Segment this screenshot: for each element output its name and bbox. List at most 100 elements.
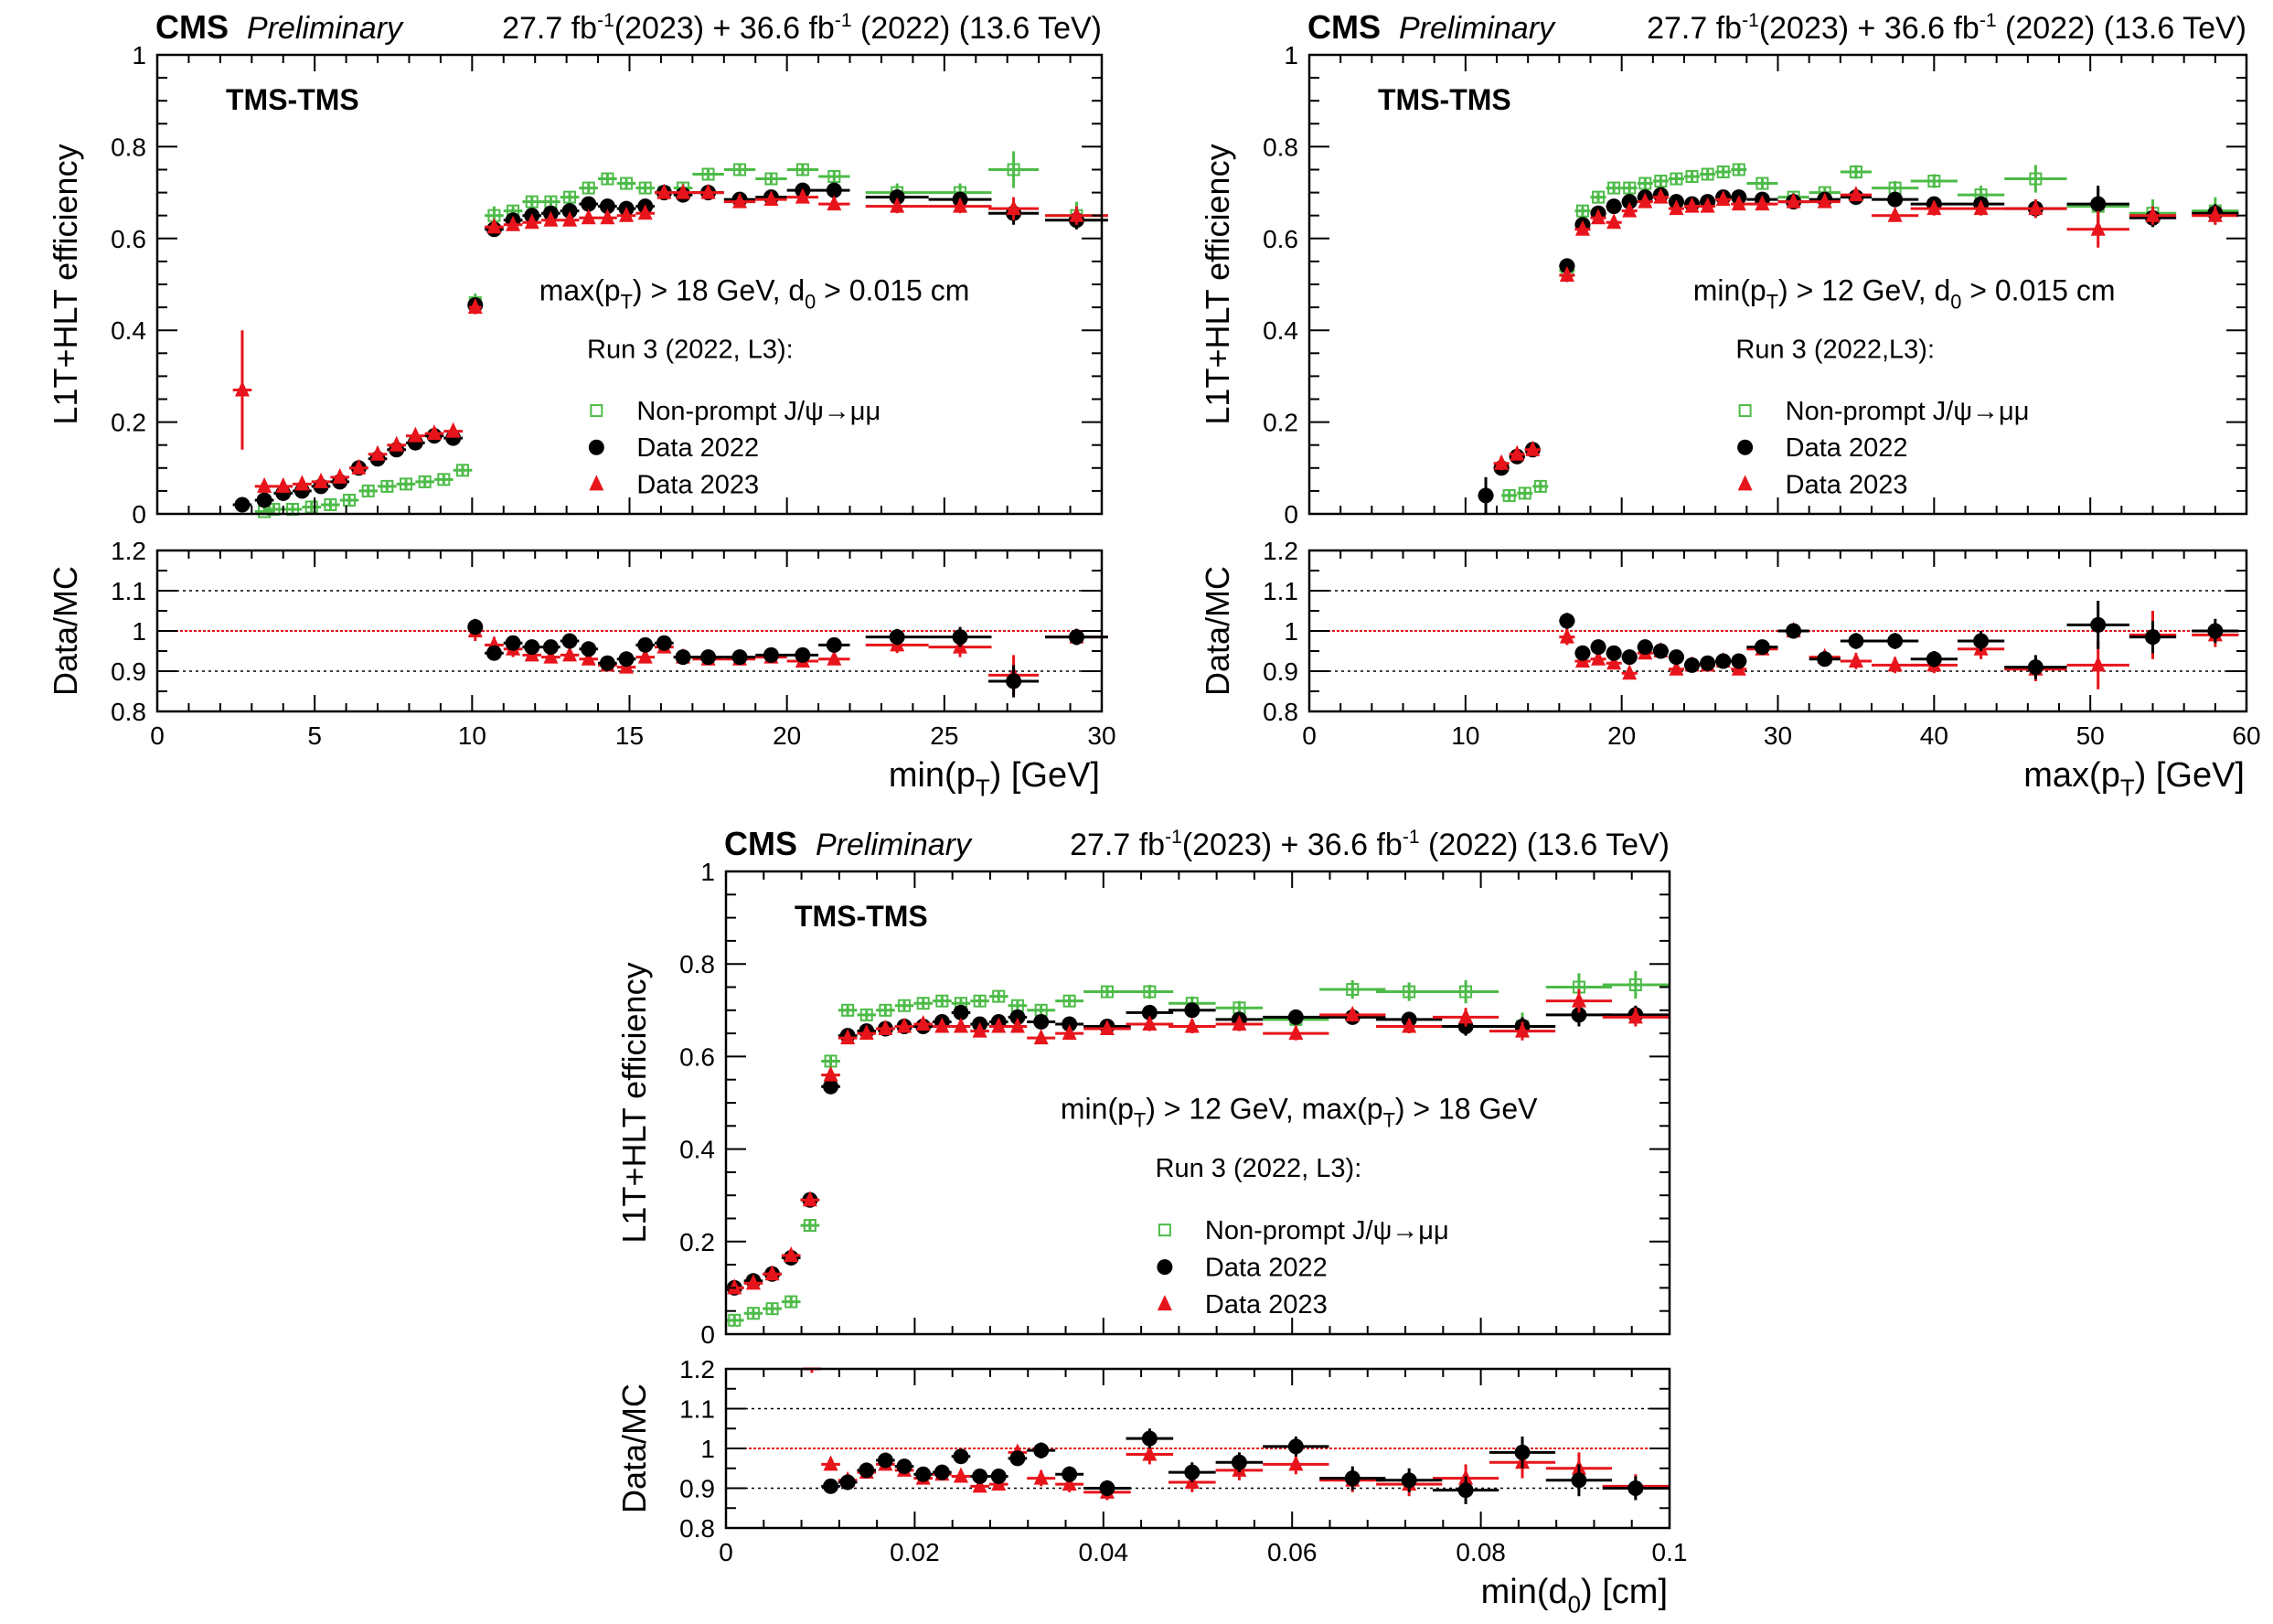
- preliminary-label: Preliminary: [1399, 11, 1556, 46]
- data2023-series-point: [1142, 1014, 1158, 1031]
- mc-series-point: [324, 497, 337, 511]
- ratio2022-series-point: [953, 1448, 969, 1465]
- mc-series-point: [1623, 181, 1637, 195]
- data2023-series-point: [389, 435, 404, 452]
- data2023-series-point: [1006, 199, 1021, 216]
- mc-series-point: [1143, 985, 1157, 999]
- legend-data2022-marker: [1157, 1259, 1173, 1276]
- data2023-series-point: [802, 1191, 817, 1207]
- data2023-series-point: [1700, 197, 1715, 213]
- data2023-series-point: [763, 190, 779, 207]
- mc-series-point: [638, 181, 652, 195]
- ratio2022-series-point: [1786, 623, 1802, 639]
- x-tick-label: 50: [2076, 721, 2105, 750]
- data2022-series-point: [1062, 1016, 1078, 1032]
- ratio2023-series-point: [1887, 656, 1903, 672]
- mc-series-point: [879, 1003, 892, 1017]
- ratio2022-series-point: [889, 629, 905, 646]
- mc-series-point: [973, 994, 987, 1008]
- data2023-series-point: [859, 1024, 874, 1041]
- data2023-series-point: [1559, 265, 1574, 282]
- ratio2022-series-point: [656, 635, 672, 651]
- data2022-series-point: [2090, 196, 2107, 212]
- mc-series-point: [784, 1295, 798, 1309]
- data2023-series-point: [332, 467, 347, 484]
- ratio2022-series-point: [1514, 1444, 1531, 1460]
- mc-series-point: [764, 172, 778, 186]
- x-tick-label: 40: [1920, 721, 1948, 750]
- data2023-series-point: [524, 213, 539, 230]
- ratio2022-series-point: [763, 646, 779, 663]
- chart-panel-3: CMS Preliminary 27.7 fb-1(2023) + 36.6 fb-…: [615, 825, 1687, 1619]
- chart-panel-2: CMS Preliminary 27.7 fb-1(2023) + 36.6 fb-…: [1199, 8, 2261, 802]
- data2023-series-point: [1755, 195, 1770, 211]
- ratio2022-series-point: [561, 633, 578, 649]
- mc-series-point: [1628, 978, 1642, 991]
- ratio2023-series-point: [637, 647, 653, 664]
- ratio2022-series-point: [915, 1466, 932, 1482]
- mc-series-point: [1716, 166, 1730, 179]
- ratio-y-tick-label: 1.2: [1263, 537, 1298, 565]
- ratio2022-series-point: [1099, 1480, 1115, 1496]
- x-tick-label: 60: [2232, 721, 2260, 750]
- x-axis-label: min(pT) [GeV]: [889, 756, 1100, 802]
- chart-panel-1: CMS Preliminary 27.7 fb-1(2023) + 36.6 fb-…: [47, 8, 1116, 802]
- data2023-series-point: [257, 476, 272, 493]
- data2023-series-point: [506, 215, 521, 231]
- x-tick-label: 15: [615, 721, 644, 750]
- ratio2022-series-point: [934, 1464, 950, 1480]
- x-tick-label: 5: [307, 721, 322, 750]
- ratio-y-tick-label: 1: [1284, 617, 1298, 646]
- data2023-series-point: [972, 1021, 987, 1038]
- mc-series-point: [765, 1302, 779, 1316]
- data2023-series-point: [764, 1265, 780, 1281]
- data2023-series-point: [934, 1017, 950, 1033]
- ratio2023-series-point: [581, 649, 596, 666]
- ratio2022-series-point: [1231, 1454, 1247, 1470]
- data2023-series-point: [445, 422, 461, 438]
- ratio-pad: 0.8 0.9 1 1.1 1.2 0 10 20 30 40 50 60 Data/MC max(pT)…: [1199, 537, 2261, 802]
- ratio2022-series-point: [618, 651, 635, 668]
- ratio2023-series-point: [1142, 1445, 1158, 1461]
- data2023-series-point: [1606, 213, 1622, 230]
- x-axis-label: max(pT) [GeV]: [2023, 756, 2245, 802]
- legend-data2022-marker: [588, 439, 604, 455]
- data2023-series-point: [1627, 1008, 1643, 1024]
- data2023-series-point: [2207, 206, 2223, 222]
- ratio2022-series-point: [2027, 659, 2044, 676]
- y-tick-label: 1: [700, 858, 715, 886]
- legend-mc-marker: [1158, 1223, 1171, 1237]
- preliminary-label: Preliminary: [247, 11, 404, 46]
- preliminary-label: Preliminary: [816, 828, 973, 862]
- data2022-series-point: [561, 203, 578, 219]
- data2023-series-point: [784, 1245, 799, 1262]
- ratio2022-series-point: [1652, 643, 1669, 659]
- legend-label-data2022: Data 2022: [1786, 433, 1908, 463]
- ratio2022-series-point: [1627, 1480, 1644, 1496]
- mc-series-point: [1654, 175, 1668, 188]
- y-tick-label: 0.8: [1263, 133, 1298, 161]
- data2022-series-point: [1621, 194, 1638, 210]
- legend-data2022-marker: [1737, 439, 1754, 455]
- ratio2022-series-point: [581, 641, 597, 657]
- y-tick-label: 0: [1284, 500, 1298, 529]
- legend-label-data2022: Data 2022: [1205, 1254, 1328, 1283]
- data2023-series-point: [727, 1278, 742, 1295]
- ratio-pad: 0.8 0.9 1 1.1 1.2 0 5 10 15 20 25 30 Data/MC min(pT) …: [47, 537, 1116, 802]
- y-tick-label: 0.8: [111, 133, 146, 161]
- data2022-series-point: [581, 196, 597, 212]
- legend-label-data2023: Data 2023: [1786, 470, 1908, 499]
- mc-series-point: [304, 500, 318, 514]
- data2023-series-point: [1638, 192, 1653, 208]
- x-tick-label: 0: [1302, 721, 1317, 750]
- legend-label-mc: Non-prompt J/ψ→μμ: [636, 397, 880, 426]
- ratio-y-axis-label: Data/MC: [1199, 566, 1236, 696]
- ratio2022-series-point: [1571, 1472, 1587, 1489]
- ratio-pad: 0.8 0.9 1 1.1 1.2 0 0.02 0.04 0.06 0.08 0.1 Data/MC…: [615, 1355, 1687, 1619]
- ratio2022-series-point: [1559, 613, 1575, 629]
- legend: Non-prompt J/ψ→μμ Data 2022 Data 2023: [1737, 397, 2029, 499]
- data2023-series-point: [1510, 444, 1525, 461]
- run-label: Run 3 (2022, L3):: [587, 335, 794, 364]
- ratio2023-series-point: [1559, 627, 1574, 644]
- x-tick-label: 0.04: [1079, 1538, 1129, 1566]
